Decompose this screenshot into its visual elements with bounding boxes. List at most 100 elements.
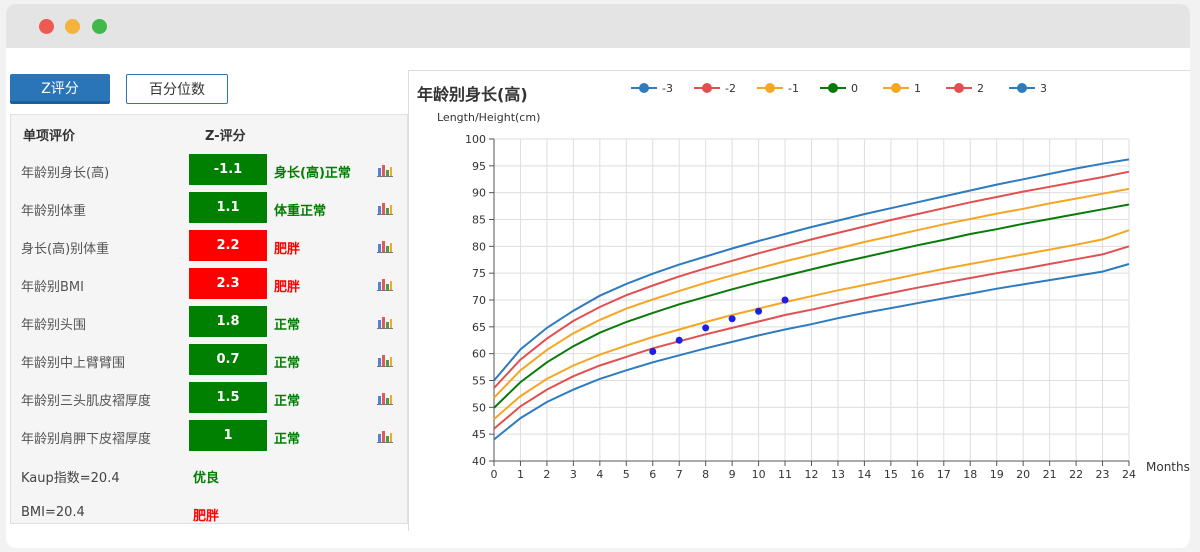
bmi-status: 肥胖 bbox=[193, 509, 220, 524]
status-text: 正常 bbox=[274, 318, 301, 333]
table-row: 年龄别头围 1.8 正常 bbox=[11, 303, 407, 341]
x-tick-label: 22 bbox=[1069, 468, 1083, 481]
status-text: 正常 bbox=[274, 432, 301, 447]
tab-percentile[interactable]: 百分位数 bbox=[126, 74, 228, 104]
z-score-value: 1 bbox=[189, 420, 267, 451]
x-tick-label: 11 bbox=[778, 468, 792, 481]
x-tick-label: 24 bbox=[1122, 468, 1136, 481]
close-window-button[interactable] bbox=[39, 19, 54, 34]
legend-marker bbox=[639, 83, 649, 93]
y-tick-label: 40 bbox=[472, 455, 486, 468]
x-tick-label: 10 bbox=[752, 468, 766, 481]
app-window: Z评分 百分位数 单项评价 Z-评分 年龄别身长(高) -1.1 身长(高)正常 年龄… bbox=[6, 4, 1190, 548]
y-tick-label: 50 bbox=[472, 401, 486, 414]
legend-marker bbox=[1017, 83, 1027, 93]
table-row: 年龄别肩胛下皮褶厚度 1 正常 bbox=[11, 417, 407, 455]
kaup-index-label: Kaup指数=20.4 bbox=[21, 471, 120, 486]
row-label: 年龄别BMI bbox=[21, 280, 84, 295]
y-tick-label: 80 bbox=[472, 240, 486, 253]
legend-marker bbox=[828, 83, 838, 93]
kaup-index-status: 优良 bbox=[193, 471, 220, 486]
status-text: 肥胖 bbox=[274, 242, 301, 257]
status-text: 正常 bbox=[274, 394, 301, 409]
x-tick-label: 15 bbox=[884, 468, 898, 481]
legend-label: 0 bbox=[851, 82, 858, 95]
y-axis-label: Length/Height(cm) bbox=[437, 111, 540, 124]
row-label: 年龄别肩胛下皮褶厚度 bbox=[21, 432, 152, 447]
y-tick-label: 90 bbox=[472, 187, 486, 200]
x-tick-label: 19 bbox=[990, 468, 1004, 481]
row-label: 年龄别头围 bbox=[21, 318, 87, 333]
row-label: 年龄别体重 bbox=[21, 204, 87, 219]
table-row: 年龄别体重 1.1 体重正常 bbox=[11, 189, 407, 227]
bar-chart-icon[interactable] bbox=[377, 277, 393, 291]
legend-marker bbox=[765, 83, 775, 93]
legend-label: -1 bbox=[788, 82, 799, 95]
maximize-window-button[interactable] bbox=[92, 19, 107, 34]
measurement-point bbox=[728, 315, 736, 323]
series-line-4 bbox=[493, 187, 1130, 399]
legend-label: 1 bbox=[914, 82, 921, 95]
title-bar bbox=[6, 4, 1190, 48]
status-text: 身长(高)正常 bbox=[274, 166, 351, 181]
chart-title: 年龄别身长(高) bbox=[417, 85, 528, 104]
series-line-3 bbox=[493, 203, 1130, 409]
x-tick-label: 0 bbox=[491, 468, 498, 481]
bar-chart-icon[interactable] bbox=[377, 429, 393, 443]
legend-marker bbox=[891, 83, 901, 93]
evaluation-table: 单项评价 Z-评分 年龄别身长(高) -1.1 身长(高)正常 年龄别体重 1.1 体重正… bbox=[10, 114, 408, 524]
measurement-point bbox=[675, 336, 683, 344]
bar-chart-icon[interactable] bbox=[377, 163, 393, 177]
legend-marker bbox=[702, 83, 712, 93]
row-label: 身长(高)别体重 bbox=[21, 242, 110, 257]
y-tick-label: 75 bbox=[472, 267, 486, 280]
x-tick-label: 23 bbox=[1096, 468, 1110, 481]
tab-z-score[interactable]: Z评分 bbox=[10, 74, 110, 104]
x-tick-label: 7 bbox=[676, 468, 683, 481]
x-tick-label: 3 bbox=[570, 468, 577, 481]
x-tick-label: 17 bbox=[937, 468, 951, 481]
measurement-point bbox=[649, 348, 657, 356]
legend-label: -2 bbox=[725, 82, 736, 95]
z-score-value: 1.1 bbox=[189, 192, 267, 223]
row-label: 年龄别三头肌皮褶厚度 bbox=[21, 394, 152, 409]
z-score-value: 2.3 bbox=[189, 268, 267, 299]
status-text: 正常 bbox=[274, 356, 301, 371]
z-score-value: 0.7 bbox=[189, 344, 267, 375]
series-line-6 bbox=[493, 158, 1130, 382]
z-score-value: 1.8 bbox=[189, 306, 267, 337]
table-row: 年龄别身长(高) -1.1 身长(高)正常 bbox=[11, 151, 407, 189]
bar-chart-icon[interactable] bbox=[377, 315, 393, 329]
minimize-window-button[interactable] bbox=[65, 19, 80, 34]
status-text: 肥胖 bbox=[274, 280, 301, 295]
series-line-1 bbox=[493, 245, 1130, 430]
bar-chart-icon[interactable] bbox=[377, 239, 393, 253]
x-tick-label: 8 bbox=[702, 468, 709, 481]
evaluation-panel: Z评分 百分位数 单项评价 Z-评分 年龄别身长(高) -1.1 身长(高)正常 年龄… bbox=[10, 70, 408, 530]
y-tick-label: 70 bbox=[472, 294, 486, 307]
x-tick-label: 2 bbox=[543, 468, 550, 481]
bar-chart-icon[interactable] bbox=[377, 353, 393, 367]
x-tick-label: 14 bbox=[857, 468, 871, 481]
measurement-point bbox=[755, 307, 763, 315]
measurement-point bbox=[781, 296, 789, 304]
x-tick-label: 4 bbox=[596, 468, 603, 481]
header-z-score: Z-评分 bbox=[205, 129, 246, 144]
x-tick-label: 18 bbox=[963, 468, 977, 481]
x-axis-label: Months bbox=[1146, 460, 1190, 474]
x-tick-label: 9 bbox=[729, 468, 736, 481]
header-item: 单项评价 bbox=[23, 129, 76, 144]
legend-label: -3 bbox=[662, 82, 673, 95]
y-tick-label: 100 bbox=[465, 133, 486, 146]
y-tick-label: 60 bbox=[472, 348, 486, 361]
z-score-value: 1.5 bbox=[189, 382, 267, 413]
bar-chart-icon[interactable] bbox=[377, 201, 393, 215]
row-label: 年龄别身长(高) bbox=[21, 166, 110, 181]
x-tick-label: 5 bbox=[623, 468, 630, 481]
x-tick-label: 21 bbox=[1043, 468, 1057, 481]
x-tick-label: 13 bbox=[831, 468, 845, 481]
x-tick-label: 20 bbox=[1016, 468, 1030, 481]
bar-chart-icon[interactable] bbox=[377, 391, 393, 405]
x-tick-label: 1 bbox=[517, 468, 524, 481]
y-tick-label: 95 bbox=[472, 160, 486, 173]
